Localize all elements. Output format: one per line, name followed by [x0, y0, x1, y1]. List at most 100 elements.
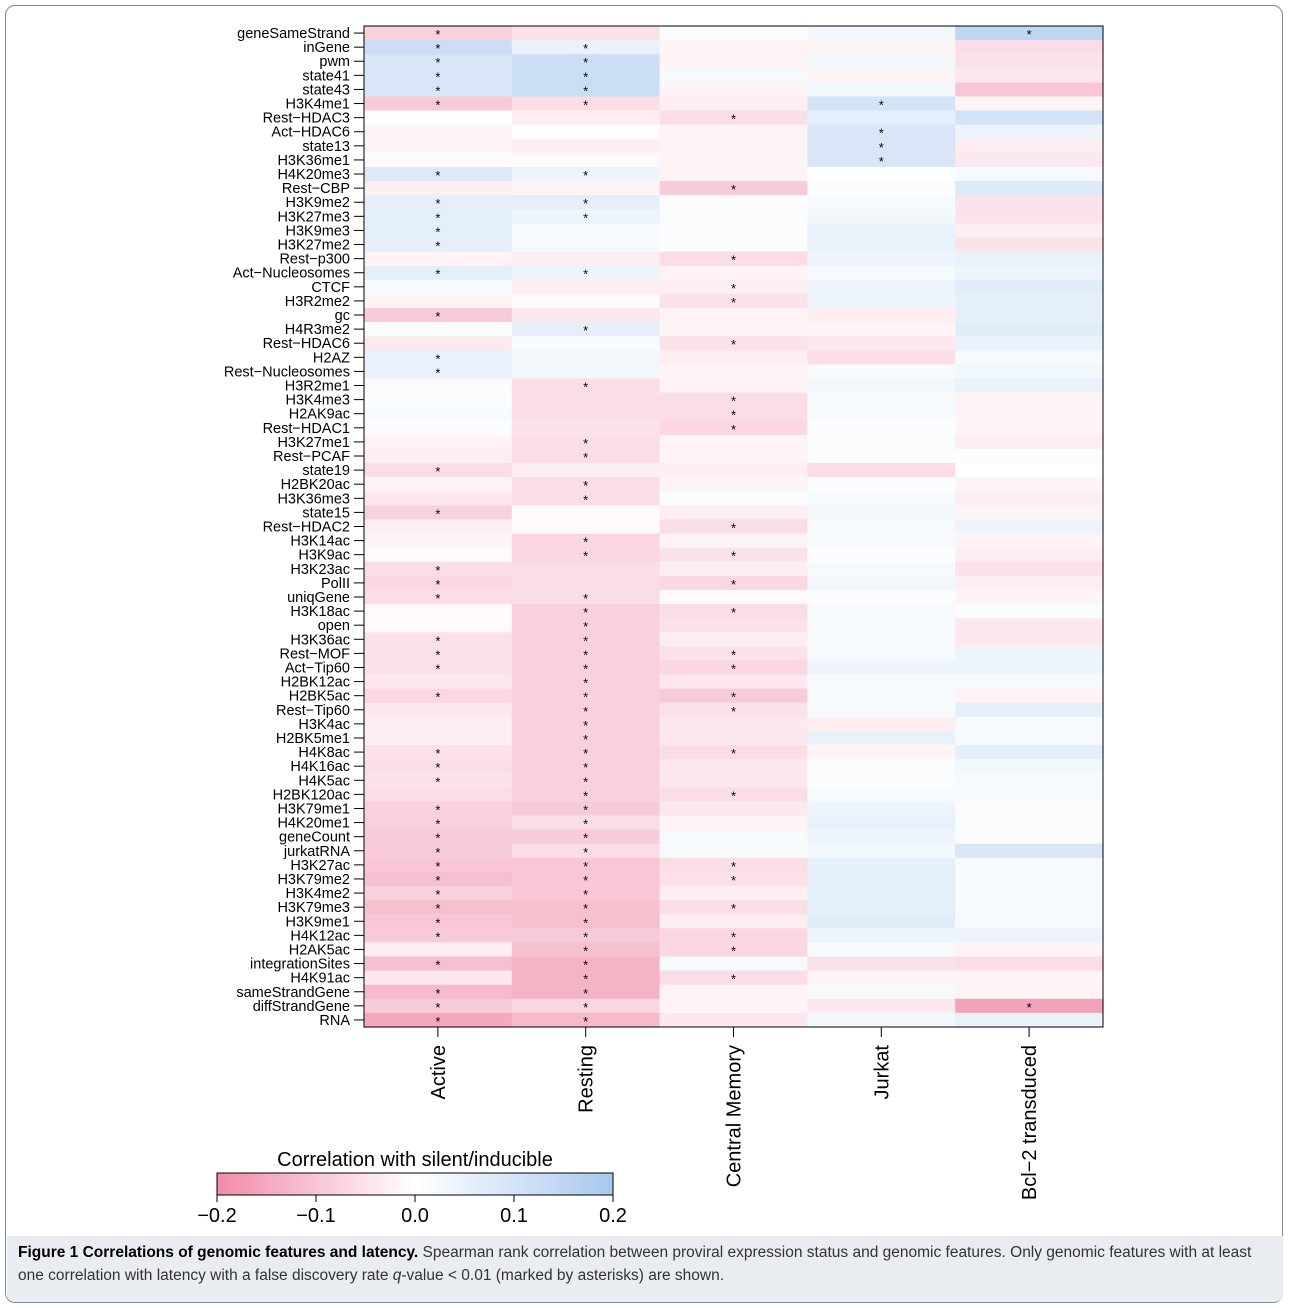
heatmap-cell — [659, 829, 808, 845]
heatmap-cell — [807, 124, 956, 140]
heatmap-cell — [511, 857, 661, 873]
significance-star: * — [583, 619, 588, 634]
heatmap-cell — [364, 195, 513, 210]
row-label: jurkatRNA — [283, 844, 350, 860]
heatmap-cell — [955, 124, 1104, 140]
heatmap-cell — [511, 392, 661, 408]
heatmap-cell — [807, 575, 956, 591]
significance-star: * — [583, 591, 588, 606]
heatmap-cell — [364, 181, 513, 196]
heatmap-cell — [955, 843, 1104, 859]
significance-star: * — [879, 126, 884, 141]
significance-star: * — [435, 1000, 440, 1015]
heatmap-cell — [955, 688, 1104, 704]
significance-star: * — [583, 718, 588, 733]
heatmap-cell — [511, 646, 661, 662]
heatmap-cell — [364, 886, 513, 901]
heatmap-cell — [955, 745, 1104, 760]
heatmap-cell — [364, 26, 513, 41]
heatmap-cell — [955, 434, 1104, 450]
significance-star: * — [583, 69, 588, 84]
heatmap-cell — [659, 138, 808, 154]
heatmap-cell — [955, 82, 1104, 98]
heatmap-cell — [511, 829, 661, 845]
significance-star: * — [435, 27, 440, 42]
heatmap-cell — [659, 378, 808, 394]
heatmap-cell — [364, 857, 513, 873]
row-label: H3K27me2 — [277, 238, 350, 254]
heatmap-cell — [807, 956, 956, 972]
column-label: Jurkat — [871, 1045, 893, 1100]
heatmap-cell — [955, 970, 1104, 986]
row-label: state41 — [302, 68, 350, 84]
significance-star: * — [583, 196, 588, 211]
heatmap-cell — [511, 166, 661, 182]
heatmap-cell — [659, 350, 808, 365]
significance-markers: * ** ** ** ** ** * ****** *** ** ***** ************… — [435, 27, 1031, 1029]
heatmap-cell — [364, 336, 513, 351]
heatmap-cell — [659, 68, 808, 83]
row-label: Rest−p300 — [279, 252, 350, 268]
heatmap-cell — [511, 998, 661, 1014]
heatmap-cell — [955, 54, 1104, 69]
heatmap-cell — [659, 491, 808, 506]
heatmap-cell — [955, 463, 1104, 478]
significance-star: * — [583, 1000, 588, 1015]
heatmap-cell — [955, 223, 1104, 239]
heatmap-cell — [659, 561, 808, 577]
row-label: H3K4me2 — [286, 886, 350, 902]
heatmap-cell — [511, 801, 661, 817]
heatmap-cell — [364, 745, 513, 760]
significance-star: * — [435, 464, 440, 479]
heatmap-cell — [955, 251, 1104, 267]
heatmap-cell — [955, 166, 1104, 182]
row-labels: geneSameStrandinGenepwmstate41state43H3K… — [224, 26, 364, 1029]
heatmap-cell — [955, 716, 1104, 732]
significance-star: * — [583, 873, 588, 888]
significance-star: * — [583, 549, 588, 564]
heatmap-cell — [659, 364, 808, 380]
significance-star: * — [731, 943, 736, 958]
heatmap-cell — [364, 138, 513, 154]
significance-star: * — [583, 760, 588, 775]
significance-star: * — [435, 746, 440, 761]
significance-star: * — [583, 98, 588, 113]
significance-star: * — [583, 661, 588, 676]
heatmap-cell — [659, 604, 808, 619]
heatmap-cell — [659, 124, 808, 140]
heatmap-cell — [955, 589, 1104, 605]
heatmap-cell — [364, 575, 513, 591]
heatmap-cell — [807, 54, 956, 69]
heatmap-cell — [807, 336, 956, 351]
significance-star: * — [583, 380, 588, 395]
heatmap-cell — [364, 209, 513, 224]
significance-star: * — [583, 788, 588, 803]
significance-star: * — [583, 1014, 588, 1029]
heatmap-cell — [364, 350, 513, 365]
significance-star: * — [731, 577, 736, 592]
colorbar-tick-label: −0.1 — [296, 1205, 335, 1227]
significance-star: * — [583, 802, 588, 817]
heatmap-cell — [659, 237, 808, 253]
row-label: uniqGene — [287, 590, 350, 606]
heatmap-cell — [364, 646, 513, 662]
heatmap-cell — [807, 900, 956, 915]
heatmap-cell — [659, 448, 808, 464]
heatmap-cell — [955, 279, 1104, 295]
heatmap-cell — [807, 773, 956, 788]
heatmap-cell — [807, 618, 956, 633]
caption-title: Figure 1 Correlations of genomic feature… — [18, 1244, 419, 1261]
heatmap-cell — [659, 322, 808, 337]
heatmap-cell — [511, 209, 661, 224]
row-label: H3K27ac — [290, 858, 350, 874]
heatmap-cell — [955, 181, 1104, 196]
heatmap-cell — [659, 618, 808, 633]
heatmap-cell — [955, 646, 1104, 662]
heatmap-cell — [807, 392, 956, 408]
heatmap-cell — [807, 307, 956, 323]
heatmap-cell — [511, 759, 661, 774]
heatmap-cell — [511, 293, 661, 309]
heatmap-cell — [807, 914, 956, 929]
significance-star: * — [435, 69, 440, 84]
significance-star: * — [583, 83, 588, 98]
